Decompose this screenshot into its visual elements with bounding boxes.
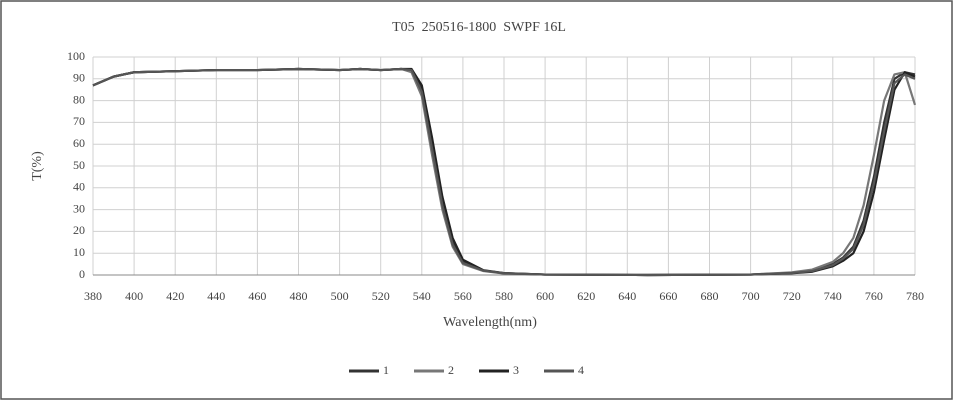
y-axis-title: T(%) xyxy=(30,151,45,181)
x-tick-label: 600 xyxy=(536,289,554,303)
x-tick-label: 580 xyxy=(495,289,513,303)
y-tick-label: 90 xyxy=(73,71,85,85)
legend-label: 4 xyxy=(578,363,584,377)
y-tick-label: 80 xyxy=(73,92,85,106)
x-tick-label: 660 xyxy=(659,289,677,303)
x-tick-label: 740 xyxy=(824,289,842,303)
x-tick-label: 440 xyxy=(207,289,225,303)
x-tick-label: 700 xyxy=(742,289,760,303)
x-tick-label: 540 xyxy=(413,289,431,303)
y-tick-label: 20 xyxy=(73,223,85,237)
x-tick-label: 680 xyxy=(701,289,719,303)
y-tick-label: 60 xyxy=(73,136,85,150)
x-tick-label: 720 xyxy=(783,289,801,303)
legend-label: 1 xyxy=(383,363,389,377)
y-tick-label: 0 xyxy=(79,267,85,281)
x-tick-label: 400 xyxy=(125,289,143,303)
x-tick-label: 640 xyxy=(618,289,636,303)
x-tick-label: 560 xyxy=(454,289,472,303)
y-tick-label: 40 xyxy=(73,180,85,194)
x-tick-label: 520 xyxy=(372,289,390,303)
series-line xyxy=(92,67,916,277)
x-tick-label: 780 xyxy=(906,289,924,303)
x-tick-label: 760 xyxy=(865,289,883,303)
y-tick-label: 30 xyxy=(73,201,85,215)
y-tick-label: 50 xyxy=(73,158,85,172)
legend-label: 2 xyxy=(448,363,454,377)
chart-title: T05 250516-1800 SWPF 16L xyxy=(392,20,566,35)
x-tick-label: 500 xyxy=(331,289,349,303)
x-tick-label: 420 xyxy=(166,289,184,303)
y-tick-label: 10 xyxy=(73,245,85,259)
x-tick-label: 620 xyxy=(577,289,595,303)
y-tick-label: 100 xyxy=(67,49,85,63)
x-tick-label: 380 xyxy=(84,289,102,303)
chart-frame xyxy=(0,0,953,400)
x-tick-label: 460 xyxy=(248,289,266,303)
legend-label: 3 xyxy=(513,363,519,377)
x-axis-title: Wavelength(nm) xyxy=(443,315,537,330)
x-tick-label: 480 xyxy=(290,289,308,303)
y-tick-label: 70 xyxy=(73,114,85,128)
